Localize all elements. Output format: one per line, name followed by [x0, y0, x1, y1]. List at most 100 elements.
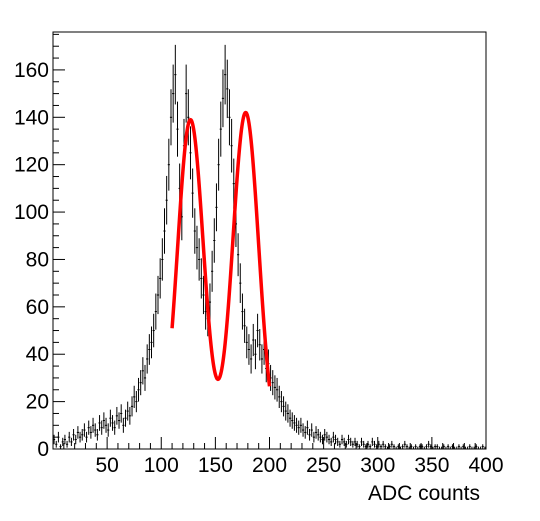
- histogram-bin: [271, 370, 274, 396]
- histogram-bin: [74, 434, 77, 445]
- histogram-bin: [215, 183, 218, 232]
- histogram-bin: [332, 431, 335, 443]
- histogram-bin: [109, 409, 112, 427]
- histogram-bin: [392, 444, 396, 449]
- histogram-bin: [96, 428, 99, 441]
- histogram-bin: [63, 434, 66, 445]
- histogram-bin: [113, 420, 116, 435]
- histogram-bin: [442, 444, 445, 449]
- histogram-bin: [327, 434, 331, 445]
- histogram-bin: [369, 444, 372, 449]
- histogram-bin: [280, 391, 283, 413]
- histogram-bin: [453, 446, 456, 450]
- histogram-bin: [423, 446, 426, 450]
- histogram-bin: [377, 440, 380, 448]
- histogram-bin: [154, 293, 157, 330]
- histogram-bin: [126, 401, 129, 421]
- histogram-bin: [163, 208, 166, 254]
- histogram-bin: [431, 446, 435, 450]
- histogram-bin: [198, 238, 201, 281]
- histogram-bin: [366, 440, 370, 448]
- histogram-bin: [85, 431, 88, 443]
- histogram-bin: [338, 440, 341, 448]
- histogram-bin: [213, 218, 216, 263]
- histogram-bin: [94, 423, 97, 437]
- histogram-bin: [115, 406, 118, 425]
- histogram-bin: [141, 357, 144, 385]
- histogram-bin: [148, 334, 151, 365]
- x-tick-label: 200: [252, 454, 287, 477]
- plot-frame: [52, 31, 487, 450]
- histogram-bin: [250, 344, 253, 374]
- histogram-bin: [57, 431, 60, 443]
- histogram-bin: [254, 339, 257, 370]
- histogram-bin: [133, 385, 136, 408]
- histogram-bin: [100, 420, 103, 435]
- histogram-bin: [230, 118, 233, 173]
- histogram-bin: [165, 175, 168, 225]
- histogram-bin: [172, 64, 175, 123]
- histogram-bin: [436, 444, 439, 449]
- histogram-bin: [444, 446, 448, 450]
- histogram-bin: [353, 437, 357, 446]
- histogram-bin: [429, 444, 432, 449]
- histogram-bin: [143, 364, 147, 391]
- histogram-bin: [81, 428, 84, 441]
- histogram-bin: [373, 440, 376, 448]
- histogram-bin: [91, 417, 95, 433]
- histogram-bin: [61, 437, 64, 446]
- histogram-bin: [245, 326, 248, 359]
- x-tick-label: 300: [360, 454, 395, 477]
- histogram-bin: [226, 59, 229, 119]
- histogram-bin: [146, 344, 149, 374]
- axis-tick-labels: 50 100 150 200 250 300 350 400 0 20 40 60 80 100 120 14…: [14, 59, 504, 477]
- histogram-bin: [334, 434, 337, 445]
- histogram-bin: [98, 415, 101, 431]
- histogram-bin: [120, 404, 123, 423]
- histogram-bin: [321, 434, 324, 445]
- histogram-bin: [340, 434, 344, 445]
- histogram-bin: [243, 308, 246, 343]
- histogram-bin: [278, 385, 281, 408]
- histogram-bin: [195, 225, 199, 270]
- histogram-bin: [211, 250, 214, 292]
- histogram-bin: [457, 444, 461, 449]
- histogram-bin: [364, 444, 367, 449]
- histogram-bin: [219, 101, 222, 157]
- histogram-bin: [107, 423, 110, 437]
- histogram-bin: [347, 434, 350, 445]
- histogram-bin: [382, 440, 385, 448]
- histogram-bin: [104, 417, 108, 433]
- histogram-bin: [468, 444, 471, 449]
- histogram-bin: [70, 437, 73, 446]
- histogram-bin: [349, 437, 352, 446]
- x-tick-label: 250: [306, 454, 341, 477]
- histogram-bin: [202, 275, 205, 315]
- histogram-bin: [388, 444, 391, 449]
- histogram-bin: [440, 446, 443, 450]
- histogram-bin: [185, 64, 188, 123]
- histogram-bin: [161, 238, 164, 281]
- histogram-bin: [438, 446, 441, 450]
- histogram-bin: [351, 440, 354, 448]
- histogram-bin: [297, 420, 300, 435]
- histogram-bin: [53, 434, 56, 445]
- histogram-bin: [159, 258, 162, 299]
- histogram-bin: [89, 426, 92, 439]
- histogram-bin: [362, 440, 365, 448]
- histogram-bin: [395, 446, 398, 450]
- histogram-bin: [241, 293, 244, 330]
- histogram-bin: [323, 428, 326, 441]
- histogram-bin: [375, 444, 378, 449]
- histogram-bin: [447, 444, 450, 449]
- histogram-bin: [317, 428, 320, 441]
- histogram-bin: [83, 423, 86, 437]
- histogram-bin: [152, 313, 155, 348]
- y-tick-label: 140: [14, 106, 49, 129]
- histogram-bin: [221, 69, 225, 128]
- histogram-bin: [403, 440, 406, 448]
- histogram-bin: [312, 431, 315, 443]
- histogram-bin: [475, 444, 478, 449]
- y-tick-label: 80: [26, 248, 49, 271]
